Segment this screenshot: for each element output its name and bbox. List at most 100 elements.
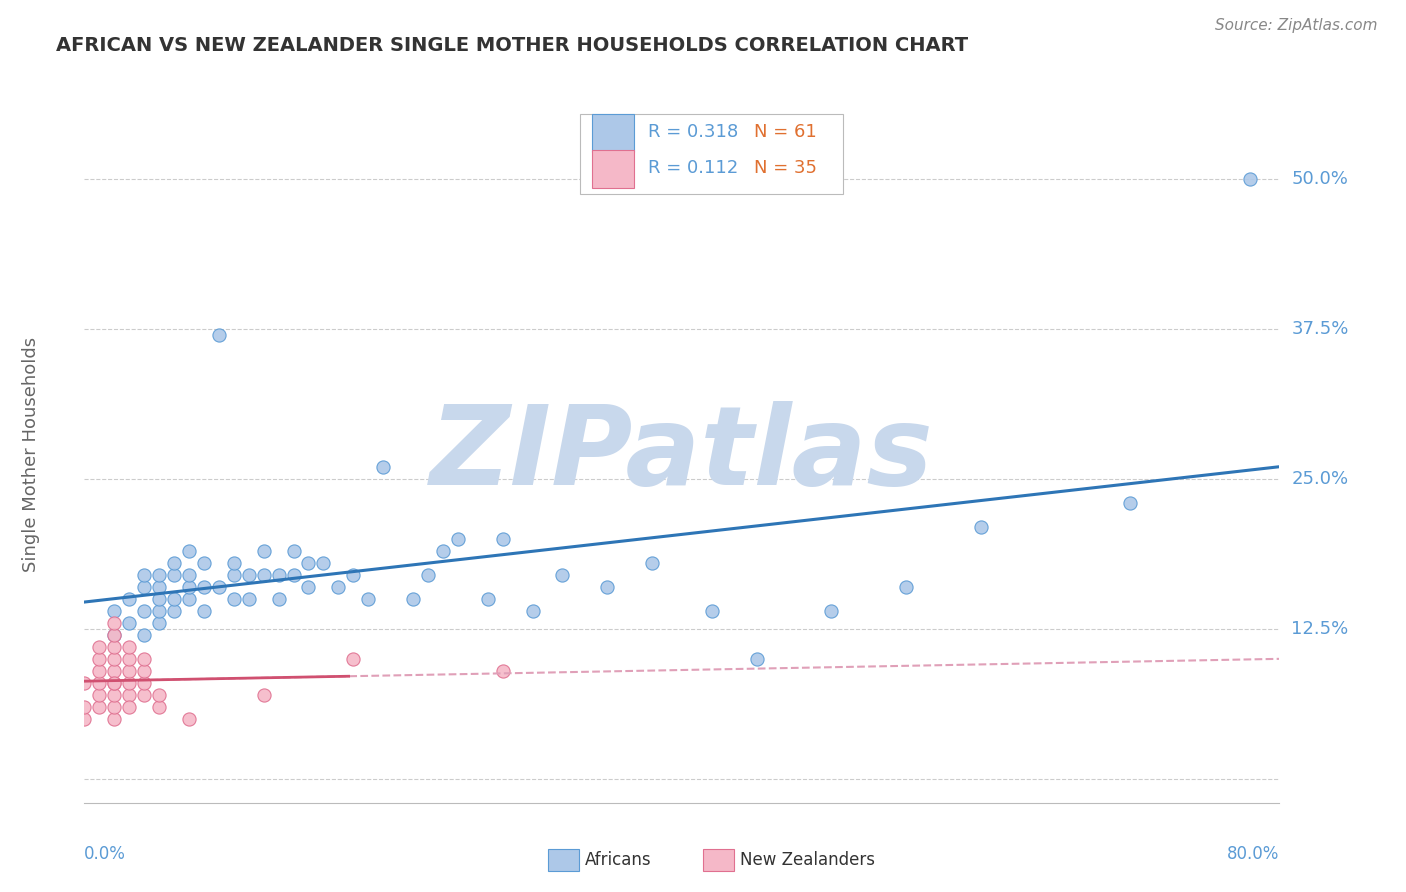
Point xyxy=(297,556,319,570)
Point xyxy=(193,604,215,618)
Point xyxy=(177,544,200,558)
Point xyxy=(357,591,380,606)
Point xyxy=(402,591,425,606)
Point xyxy=(641,556,664,570)
Point xyxy=(312,556,335,570)
Point xyxy=(328,580,350,594)
Point xyxy=(89,640,111,654)
Point xyxy=(89,652,111,666)
Point xyxy=(103,699,125,714)
Text: N = 35: N = 35 xyxy=(754,160,817,178)
Point xyxy=(1239,172,1261,186)
Point xyxy=(89,688,111,702)
Point xyxy=(253,544,276,558)
Point xyxy=(103,640,125,654)
Point xyxy=(267,591,290,606)
Point xyxy=(238,591,260,606)
Point xyxy=(132,628,156,642)
Point xyxy=(416,567,439,582)
Point xyxy=(432,544,454,558)
Point xyxy=(118,615,141,630)
Point xyxy=(103,712,125,726)
Point xyxy=(103,676,125,690)
Text: 37.5%: 37.5% xyxy=(1291,320,1348,338)
Point xyxy=(894,580,917,594)
Point xyxy=(103,628,125,642)
Point xyxy=(89,699,111,714)
Point xyxy=(73,712,96,726)
Point xyxy=(103,664,125,678)
Point xyxy=(148,699,170,714)
Point xyxy=(177,712,200,726)
Point xyxy=(89,664,111,678)
Point xyxy=(103,652,125,666)
Point xyxy=(148,615,170,630)
Point xyxy=(820,604,842,618)
Point xyxy=(148,688,170,702)
Point xyxy=(103,604,125,618)
Text: Source: ZipAtlas.com: Source: ZipAtlas.com xyxy=(1215,18,1378,33)
Point xyxy=(522,604,544,618)
Point xyxy=(132,664,156,678)
Point xyxy=(222,567,245,582)
Point xyxy=(118,676,141,690)
Point xyxy=(103,628,125,642)
Text: New Zealanders: New Zealanders xyxy=(740,851,875,869)
Text: 25.0%: 25.0% xyxy=(1291,470,1348,488)
Text: ZIPatlas: ZIPatlas xyxy=(430,401,934,508)
Point xyxy=(132,567,156,582)
Point xyxy=(745,652,768,666)
Point xyxy=(89,676,111,690)
Point xyxy=(163,556,186,570)
Point xyxy=(118,652,141,666)
Text: AFRICAN VS NEW ZEALANDER SINGLE MOTHER HOUSEHOLDS CORRELATION CHART: AFRICAN VS NEW ZEALANDER SINGLE MOTHER H… xyxy=(56,36,969,54)
Point xyxy=(238,567,260,582)
Text: 80.0%: 80.0% xyxy=(1227,845,1279,863)
Point xyxy=(118,664,141,678)
Point xyxy=(118,688,141,702)
Text: 50.0%: 50.0% xyxy=(1291,170,1348,188)
Bar xyxy=(592,150,634,188)
Point xyxy=(177,591,200,606)
Point xyxy=(283,567,305,582)
Point xyxy=(283,544,305,558)
Point xyxy=(177,567,200,582)
Text: R = 0.112: R = 0.112 xyxy=(648,160,738,178)
Point xyxy=(193,580,215,594)
Point xyxy=(132,604,156,618)
Point xyxy=(73,676,96,690)
Text: 12.5%: 12.5% xyxy=(1291,620,1348,638)
FancyBboxPatch shape xyxy=(581,114,844,194)
Point xyxy=(148,591,170,606)
Point xyxy=(447,532,470,546)
Point xyxy=(297,580,319,594)
Point xyxy=(596,580,619,594)
Text: Single Mother Households: Single Mother Households xyxy=(21,337,39,573)
Point xyxy=(163,604,186,618)
Bar xyxy=(592,113,634,152)
Point xyxy=(342,567,364,582)
Text: R = 0.318: R = 0.318 xyxy=(648,123,738,142)
Point xyxy=(267,567,290,582)
Point xyxy=(132,688,156,702)
Point xyxy=(253,567,276,582)
Text: Africans: Africans xyxy=(585,851,651,869)
Text: N = 61: N = 61 xyxy=(754,123,817,142)
Point xyxy=(132,652,156,666)
Point xyxy=(492,664,515,678)
Point xyxy=(222,556,245,570)
Point xyxy=(492,532,515,546)
Point xyxy=(118,640,141,654)
Point xyxy=(477,591,499,606)
Point xyxy=(371,459,394,474)
Point xyxy=(132,676,156,690)
Point xyxy=(222,591,245,606)
Point xyxy=(118,699,141,714)
Point xyxy=(177,580,200,594)
Point xyxy=(132,580,156,594)
Point xyxy=(148,604,170,618)
Point xyxy=(551,567,574,582)
Point xyxy=(163,591,186,606)
Point xyxy=(208,580,231,594)
Point xyxy=(148,567,170,582)
